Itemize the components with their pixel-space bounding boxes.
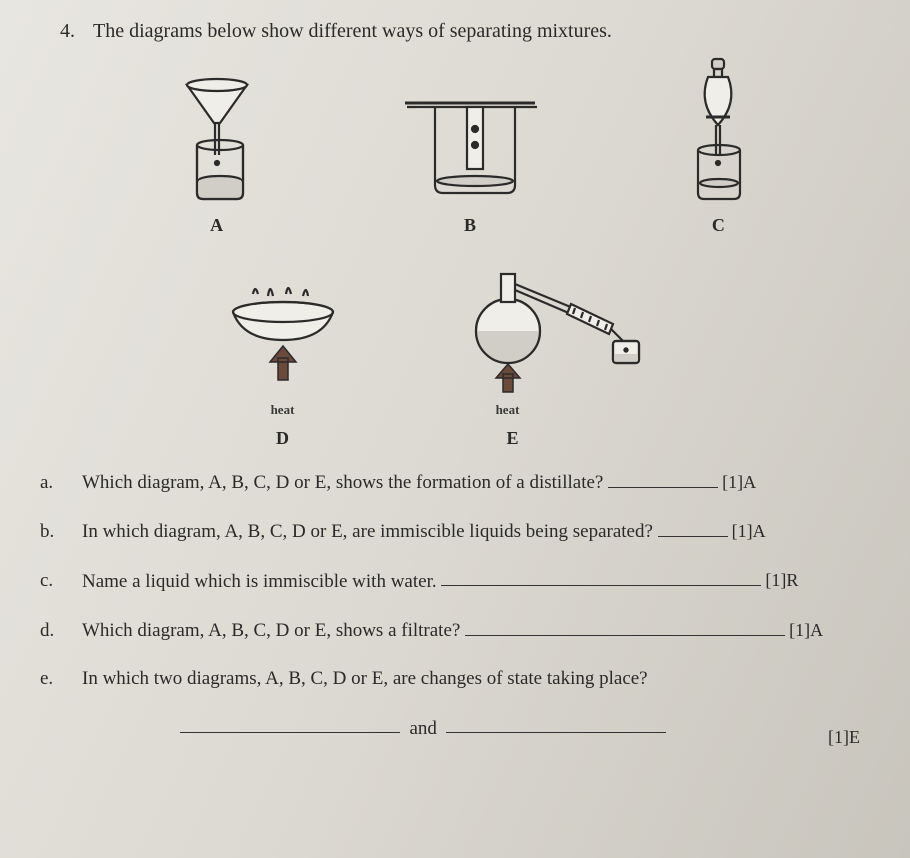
- diagram-A-label: A: [210, 215, 223, 236]
- blank-a[interactable]: [608, 467, 718, 488]
- sub-questions: a. Which diagram, A, B, C, D or E, shows…: [60, 467, 870, 739]
- diagram-D: heat D: [208, 276, 358, 449]
- marks-c: [1]R: [765, 570, 798, 590]
- evaporating-dish-icon: [208, 276, 358, 396]
- sub-c-letter: c.: [40, 566, 64, 596]
- diagrams-row-2: heat D: [160, 246, 710, 449]
- diagram-A: A: [162, 75, 272, 236]
- funnel-beaker-icon: [162, 75, 272, 205]
- distillation-icon: [453, 246, 663, 396]
- blank-c[interactable]: [441, 566, 761, 587]
- blank-e2[interactable]: [446, 713, 666, 734]
- blank-b[interactable]: [658, 516, 728, 537]
- worksheet-page: 4. The diagrams below show different way…: [0, 0, 910, 759]
- diagrams-row-1: A B: [100, 55, 830, 236]
- sub-c-text: Name a liquid which is immiscible with w…: [82, 566, 870, 597]
- sub-q-d: d. Which diagram, A, B, C, D or E, shows…: [40, 615, 870, 646]
- sub-e-letter: e.: [40, 664, 64, 694]
- sub-e-text: In which two diagrams, A, B, C, D or E, …: [82, 664, 870, 694]
- heat-label-E: heat: [496, 402, 520, 418]
- sub-q-a: a. Which diagram, A, B, C, D or E, shows…: [40, 467, 870, 498]
- sub-a-letter: a.: [40, 468, 64, 498]
- question-number: 4.: [60, 20, 75, 43]
- diagram-C: C: [668, 55, 768, 236]
- blank-d[interactable]: [465, 615, 785, 636]
- sub-q-b: b. In which diagram, A, B, C, D or E, ar…: [40, 516, 870, 547]
- separating-funnel-icon: [668, 55, 768, 205]
- and-word: and: [410, 717, 437, 738]
- sub-e-prompt: In which two diagrams, A, B, C, D or E, …: [82, 668, 648, 689]
- marks-d: [1]A: [789, 620, 823, 640]
- chromatography-icon: [395, 85, 545, 205]
- diagram-B: B: [395, 85, 545, 236]
- sub-e-blanks-row: and [1]E: [180, 713, 870, 740]
- sub-d-text: Which diagram, A, B, C, D or E, shows a …: [82, 615, 870, 646]
- marks-a: [1]A: [722, 472, 756, 492]
- diagram-C-label: C: [712, 215, 725, 236]
- question-header: 4. The diagrams below show different way…: [60, 20, 870, 43]
- sub-b-letter: b.: [40, 517, 64, 547]
- diagram-B-label: B: [464, 215, 476, 236]
- sub-a-text: Which diagram, A, B, C, D or E, shows th…: [82, 467, 870, 498]
- sub-d-letter: d.: [40, 616, 64, 646]
- marks-b: [1]A: [732, 521, 766, 541]
- marks-e: [1]E: [828, 727, 860, 748]
- sub-d-prompt: Which diagram, A, B, C, D or E, shows a …: [82, 620, 460, 641]
- diagram-E-label: E: [506, 428, 518, 449]
- question-text: The diagrams below show different ways o…: [93, 20, 612, 43]
- diagram-E: heat E: [453, 246, 663, 449]
- sub-a-prompt: Which diagram, A, B, C, D or E, shows th…: [82, 472, 603, 493]
- sub-b-prompt: In which diagram, A, B, C, D or E, are i…: [82, 521, 653, 542]
- diagram-D-label: D: [276, 428, 289, 449]
- sub-q-e: e. In which two diagrams, A, B, C, D or …: [40, 664, 870, 694]
- sub-b-text: In which diagram, A, B, C, D or E, are i…: [82, 516, 870, 547]
- sub-c-prompt: Name a liquid which is immiscible with w…: [82, 570, 437, 591]
- heat-label-D: heat: [271, 402, 295, 418]
- sub-q-c: c. Name a liquid which is immiscible wit…: [40, 566, 870, 597]
- blank-e1[interactable]: [180, 713, 400, 734]
